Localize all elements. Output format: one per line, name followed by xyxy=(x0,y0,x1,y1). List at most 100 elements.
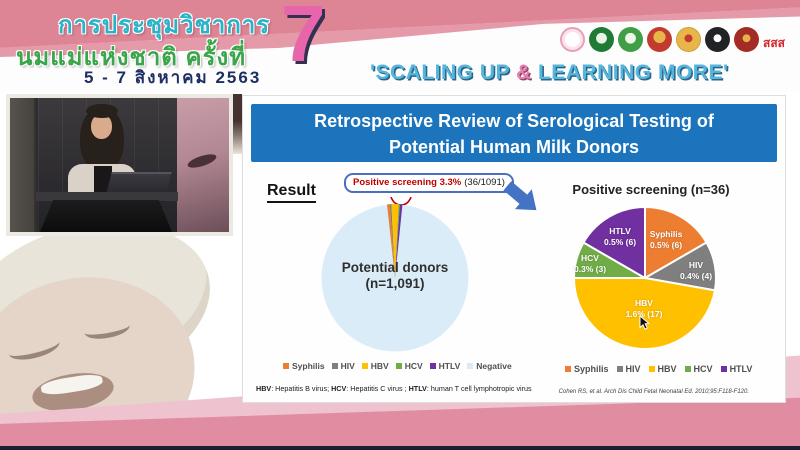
legend-swatch-hbv xyxy=(648,366,655,372)
pie-slice-hbv xyxy=(573,277,716,350)
bottom-edge-line xyxy=(0,446,800,450)
legend-item-htlv: HTLV xyxy=(429,361,461,371)
slide-title: Retrospective Review of Serological Test… xyxy=(251,104,777,162)
podium-top xyxy=(36,192,178,201)
legend-item-htlv: HTLV xyxy=(720,364,753,374)
slice-label-hcv-name: HCV xyxy=(581,253,599,263)
slice-label-hbv-value: 1.6% (17) xyxy=(625,309,663,319)
legend-label-hcv: HCV xyxy=(404,361,423,371)
legend-swatch-hiv xyxy=(616,366,623,372)
slice-label-hbv-name: HBV xyxy=(635,298,653,308)
legend-label-hiv: HIV xyxy=(625,364,641,374)
footnote-hbv-def: : Hepatitis B virus; xyxy=(271,384,332,393)
mother-and-child-foundation-logo-icon xyxy=(560,27,585,52)
slice-label-syphilis-value: 0.5% (6) xyxy=(649,240,683,250)
positive-screening-callout: Positive screening 3.3% (36/1091) xyxy=(344,173,514,193)
conference-date: 5 - 7 สิงหาคม 2563 xyxy=(84,68,262,87)
pie-slice-htlv xyxy=(582,206,646,279)
legend-label-hcv: HCV xyxy=(693,364,713,374)
stage-backdrop-screen xyxy=(177,98,229,232)
potential-donors-label: Potential donors (n=1,091) xyxy=(321,260,469,292)
sponsor-logo-row: สสส xyxy=(560,27,785,52)
presenter-face xyxy=(91,114,112,139)
legend-swatch-hbv xyxy=(361,363,368,369)
legend-label-htlv: HTLV xyxy=(729,364,753,374)
slice-label-htlv-value: 0.5% (6) xyxy=(603,237,637,247)
legend-item-hbv: HBV xyxy=(648,364,677,374)
stage-wall-panel xyxy=(10,98,36,232)
positive-screening-pie-svg xyxy=(573,206,717,350)
slogan-suffix: LEARNING MORE' xyxy=(531,61,729,84)
legend-item-hbv: HBV xyxy=(361,361,389,371)
legend-label-htlv: HTLV xyxy=(438,361,461,371)
conference-slogan: 'SCALING UP & LEARNING MORE' xyxy=(370,61,796,85)
pie-slice-hcv xyxy=(395,204,400,278)
slice-label-hcv-value: 0.3% (3) xyxy=(573,264,607,274)
slide-title-line1: Retrospective Review of Serological Test… xyxy=(314,111,714,131)
positive-screening-pie-chart xyxy=(573,206,717,350)
slice-label-syphilis: Syphilis 0.5% (6) xyxy=(634,229,698,251)
legend-swatch-hcv xyxy=(684,366,691,372)
stage-background-sliver xyxy=(233,94,242,154)
legend-swatch-negative xyxy=(467,363,474,369)
mouse-cursor-icon xyxy=(639,316,651,330)
slice-label-hiv-value: 0.4% (4) xyxy=(679,271,713,281)
legend-swatch-syphilis xyxy=(283,363,289,369)
backdrop-baby-eye xyxy=(186,151,218,171)
legend-swatch-hiv xyxy=(331,363,338,369)
legend-swatch-htlv xyxy=(720,366,727,372)
potential-donors-pie-svg xyxy=(321,204,469,352)
slice-label-hbv: HBV 1.6% (17) xyxy=(612,298,676,320)
pie-slice-syphilis xyxy=(644,206,708,279)
conference-title-thai: การประชุมวิชาการ xyxy=(58,12,271,39)
slice-label-hiv: HIV 0.4% (4) xyxy=(664,260,728,282)
royal-college-logo-icon xyxy=(676,27,701,52)
slice-label-hiv-name: HIV xyxy=(688,260,704,270)
medical-college-seal-logo-icon xyxy=(734,27,759,52)
legend-label-syphilis: Syphilis xyxy=(574,364,609,374)
callout-detail: (36/1091) xyxy=(464,177,505,188)
footnote-htlv: HTLV xyxy=(408,384,427,393)
university-seal-logo-icon xyxy=(705,27,730,52)
pie-slice-hiv xyxy=(389,204,395,278)
slice-label-hcv: HCV 0.3% (3) xyxy=(558,253,622,275)
slide-title-line2: Potential Human Milk Donors xyxy=(388,137,640,157)
legend-label-negative: Negative xyxy=(476,361,512,371)
department-of-health-logo-icon xyxy=(589,27,614,52)
reference-citation: Cohen RS, et al. Arch Dis Child Fetal Ne… xyxy=(558,389,749,395)
legend-item-syphilis: Syphilis xyxy=(565,364,609,374)
conference-subtitle-thai: นมแม่แห่งชาติ ครั้งที่ xyxy=(16,44,247,71)
pie-slice-hbv xyxy=(391,204,399,278)
legend-item-hiv: HIV xyxy=(331,361,355,371)
callout-highlight: Positive screening 3.3% xyxy=(353,177,462,188)
legend-item-hiv: HIV xyxy=(616,364,641,374)
potential-donors-label-line2: (n=1,091) xyxy=(365,276,425,291)
podium xyxy=(40,200,172,232)
arrow-icon xyxy=(495,175,547,226)
footnote-hcv: HCV xyxy=(331,384,347,393)
legend-item-negative: Negative xyxy=(467,361,512,371)
result-heading: Result xyxy=(267,182,316,203)
pie-slice-htlv xyxy=(395,204,403,278)
slogan-ampersand: & xyxy=(515,61,532,84)
legend-label-hbv: HBV xyxy=(370,361,389,371)
footnote-hbv: HBV xyxy=(256,384,272,393)
footnote-htlv-def: : human T cell lymphotropic virus xyxy=(426,384,532,393)
legend-label-hbv: HBV xyxy=(657,364,677,374)
legend-item-hcv: HCV xyxy=(395,361,423,371)
legend-potential-donors: Syphilis HIV HBV HCV HTLV Negative xyxy=(283,361,512,371)
webcam-video xyxy=(10,98,229,232)
slice-label-syphilis-name: Syphilis xyxy=(649,229,683,239)
potential-donors-pie-chart: Potential donors (n=1,091) xyxy=(321,204,469,352)
legend-swatch-syphilis xyxy=(565,366,571,372)
legend-positive-screening: Syphilis HIV HBV HCV HTLV xyxy=(565,364,752,374)
legend-item-syphilis: Syphilis xyxy=(283,361,325,371)
edition-number: 7 xyxy=(281,0,326,78)
presentation-slide: Retrospective Review of Serological Test… xyxy=(242,95,786,403)
legend-item-hcv: HCV xyxy=(684,364,713,374)
conference-banner: การประชุมวิชาการ นมแม่แห่งชาติ ครั้งที่ … xyxy=(0,0,800,92)
footnote-hcv-def: : Hepatitis C virus ; xyxy=(346,384,409,393)
legend-swatch-htlv xyxy=(429,363,436,369)
legend-label-hiv: HIV xyxy=(340,361,355,371)
